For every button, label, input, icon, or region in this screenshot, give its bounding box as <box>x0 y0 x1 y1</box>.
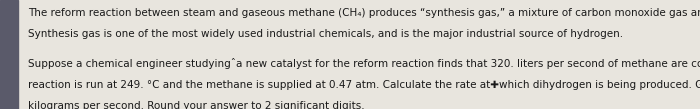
Text: kilograms per second. Round your answer to 2 significant digits.: kilograms per second. Round your answer … <box>28 101 365 109</box>
Text: Synthesis gas is one of the most widely used industrial chemicals, and is the ma: Synthesis gas is one of the most widely … <box>28 29 623 39</box>
Text: reaction is run at 249. °C and the methane is supplied at 0.47 atm. Calculate th: reaction is run at 249. °C and the metha… <box>28 80 700 90</box>
Text: The reform reaction between steam and gaseous methane (CH₄) produces “synthesis : The reform reaction between steam and ga… <box>28 8 700 18</box>
Bar <box>0 0 18 109</box>
Text: Suppose a chemical engineer studyingˆa new catalyst for the reform reaction find: Suppose a chemical engineer studyingˆa n… <box>28 58 700 69</box>
